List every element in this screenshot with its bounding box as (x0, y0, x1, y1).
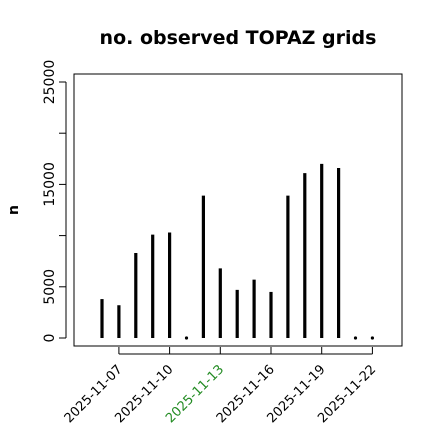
chart-title: no. observed TOPAZ grids (100, 27, 377, 49)
bar-2025-11-22 (370, 336, 374, 340)
y-tick-label: 25000 (42, 60, 58, 105)
y-axis-label: n (6, 205, 22, 215)
y-axis: 0 5000 15000 25000 (42, 60, 67, 343)
bar-group (100, 163, 374, 340)
bar-2025-11-21 (353, 336, 358, 340)
y-tick-label: 0 (42, 334, 58, 343)
plot-frame (73, 73, 403, 347)
bar-2025-11-11 (184, 336, 189, 340)
x-axis: 2025-11-072025-11-102025-11-132025-11-16… (62, 347, 379, 426)
y-tick-label: 15000 (42, 162, 58, 207)
y-tick-label: 5000 (42, 269, 58, 305)
